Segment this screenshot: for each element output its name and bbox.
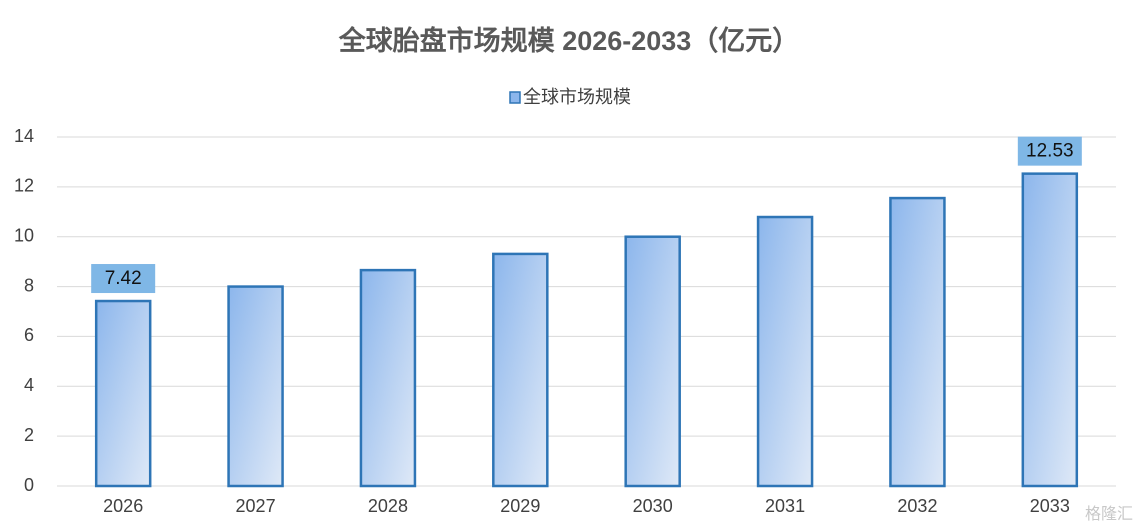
x-tick-label: 2029 [500,496,540,516]
y-tick-label: 14 [14,126,34,146]
data-label-box [1017,136,1082,166]
data-label-box [91,264,156,294]
bar [492,252,549,488]
y-tick-label: 6 [24,325,34,345]
bar [889,196,946,488]
x-tick-label: 2026 [103,496,143,516]
y-tick-label: 4 [24,375,34,395]
legend-swatch [509,91,521,104]
bar [94,299,152,488]
bar [359,268,417,488]
x-tick-label: 2027 [236,496,276,516]
y-tick-label: 10 [14,225,34,245]
y-tick-label: 8 [24,275,34,295]
bar [624,235,681,488]
bar [227,285,284,488]
data-label: 12.53 [1026,141,1074,162]
data-label: 7.42 [105,268,142,289]
watermark: 格隆汇 [1085,505,1133,523]
x-tick-label: 2033 [1030,496,1070,516]
bar [756,215,814,488]
y-tick-label: 0 [24,475,34,495]
y-tick-label: 2 [24,425,34,445]
x-tick-label: 2030 [633,496,673,516]
chart-title: 全球胎盘市场规模 2026-2033（亿元） [338,25,800,56]
bar [1021,172,1079,488]
x-tick-label: 2032 [897,496,937,516]
y-tick-label: 12 [14,176,34,196]
x-tick-label: 2028 [368,496,408,516]
x-tick-label: 2031 [765,496,805,516]
legend-label: 全球市场规模 [523,87,631,107]
